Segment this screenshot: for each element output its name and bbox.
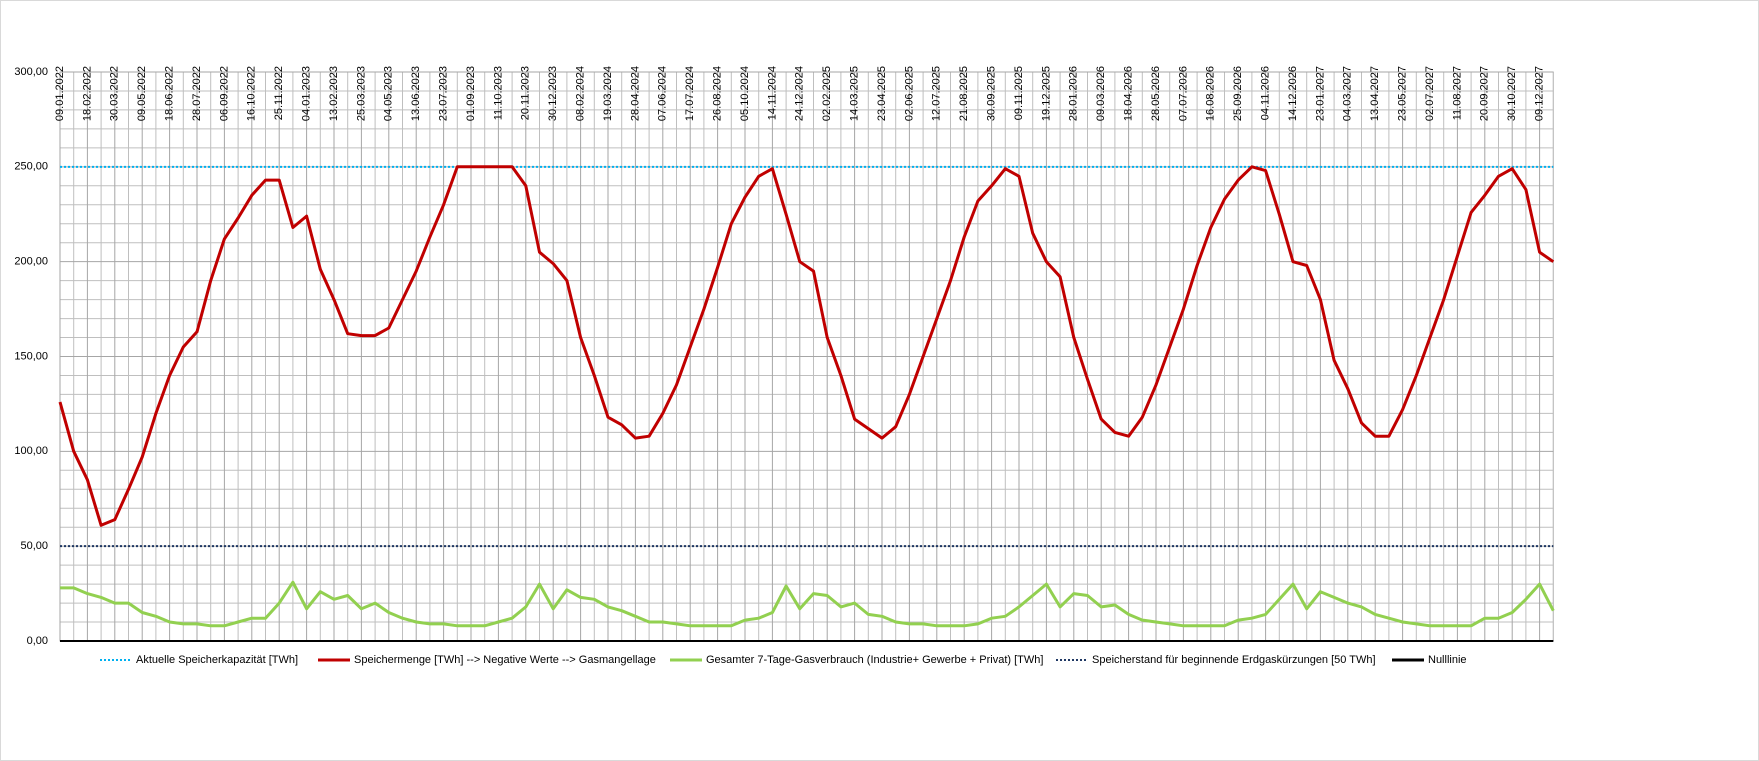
y-tick-label: 50,00 [20, 540, 48, 552]
x-tick-label: 18.04.2026 [1123, 66, 1135, 121]
data-line [58, 165, 1555, 527]
legend-label: Speichermenge [TWh] --> Negative Werte -… [354, 654, 656, 666]
x-tick-label: 20.09.2027 [1479, 66, 1491, 121]
x-tick-label: 02.02.2025 [821, 66, 833, 121]
x-tick-label: 28.01.2026 [1068, 66, 1080, 121]
x-tick-label: 09.05.2022 [136, 66, 148, 121]
y-tick-label: 150,00 [14, 350, 48, 362]
x-tick-label: 14.03.2025 [849, 66, 861, 121]
x-tick-label: 06.09.2022 [218, 66, 230, 121]
x-tick-label: 30.03.2022 [109, 66, 121, 121]
x-tick-label: 09.11.2025 [1013, 66, 1025, 120]
x-tick-label: 23.05.2027 [1397, 66, 1409, 121]
x-tick-label: 28.04.2024 [629, 66, 641, 121]
x-tick-label: 12.07.2025 [931, 66, 943, 121]
x-tick-label: 04.03.2027 [1342, 66, 1354, 121]
x-tick-label: 11.08.2027 [1451, 66, 1463, 120]
x-tick-label: 04.01.2023 [301, 66, 313, 121]
x-tick-label: 09.12.2027 [1534, 66, 1546, 121]
x-tick-label: 30.12.2023 [547, 66, 559, 121]
x-tick-label: 11.10.2023 [492, 66, 504, 120]
x-tick-label: 18.06.2022 [164, 66, 176, 121]
x-tick-label: 28.07.2022 [191, 66, 203, 121]
x-tick-label: 23.07.2023 [438, 66, 450, 121]
y-tick-label: 100,00 [14, 445, 48, 457]
x-tick-label: 13.02.2023 [328, 66, 340, 121]
x-tick-label: 17.07.2024 [684, 66, 696, 121]
x-tick-label: 02.06.2025 [903, 66, 915, 121]
x-tick-label: 07.07.2026 [1177, 66, 1189, 121]
x-tick-label: 25.03.2023 [355, 66, 367, 121]
y-tick-label: 200,00 [14, 256, 48, 268]
y-tick-label: 0,00 [27, 635, 48, 647]
x-tick-label: 25.11.2022 [273, 66, 285, 120]
x-tick-label: 01.09.2023 [465, 66, 477, 121]
x-tick-label: 23.04.2025 [876, 66, 888, 121]
x-tick-label: 30.10.2027 [1506, 66, 1518, 121]
x-tick-label: 25.09.2026 [1232, 66, 1244, 121]
x-tick-label: 24.12.2024 [794, 66, 806, 121]
x-tick-label: 16.08.2026 [1205, 66, 1217, 121]
x-tick-label: 04.05.2023 [383, 66, 395, 121]
x-tick-label: 21.08.2025 [958, 66, 970, 121]
x-tick-label: 18.02.2022 [81, 66, 93, 121]
x-tick-label: 30.09.2025 [986, 66, 998, 121]
y-tick-label: 300,00 [14, 66, 48, 78]
x-tick-label: 09.03.2026 [1095, 66, 1107, 121]
x-tick-label: 05.10.2024 [739, 66, 751, 121]
y-tick-label: 250,00 [14, 161, 48, 173]
x-tick-label: 04.11.2026 [1260, 66, 1272, 120]
x-tick-label: 13.04.2027 [1369, 66, 1381, 121]
legend-label: Speicherstand für beginnende Erdgaskürzu… [1092, 654, 1376, 666]
x-tick-label: 08.02.2024 [575, 66, 587, 121]
x-tick-label: 28.05.2026 [1150, 66, 1162, 121]
x-tick-label: 09.01.2022 [54, 66, 66, 121]
x-tick-label: 02.07.2027 [1424, 66, 1436, 121]
legend-label: Nulllinie [1428, 654, 1467, 666]
x-tick-label: 13.06.2023 [410, 66, 422, 121]
x-tick-label: 14.12.2026 [1287, 66, 1299, 121]
x-tick-label: 14.11.2024 [766, 66, 778, 120]
x-tick-label: 19.12.2025 [1040, 66, 1052, 121]
x-tick-label: 19.03.2024 [602, 66, 614, 121]
x-tick-label: 23.01.2027 [1314, 66, 1326, 121]
x-tick-label: 07.06.2024 [657, 66, 669, 121]
x-tick-label: 16.10.2022 [246, 66, 258, 121]
x-tick-label: 20.11.2023 [520, 66, 532, 120]
legend-label: Gesamter 7-Tage-Gasverbrauch (Industrie+… [706, 654, 1043, 666]
legend-label: Aktuelle Speicherkapazität [TWh] [136, 654, 298, 666]
x-tick-label: 26.08.2024 [712, 66, 724, 121]
data-line [60, 580, 1555, 628]
